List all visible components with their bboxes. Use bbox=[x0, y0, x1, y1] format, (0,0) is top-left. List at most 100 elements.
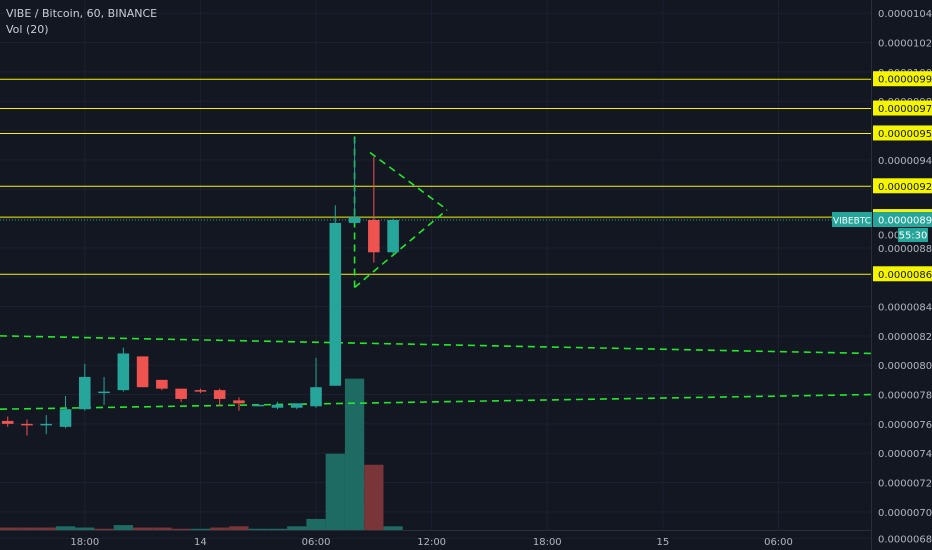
candle-body bbox=[175, 388, 187, 399]
time-axis-label: 06:00 bbox=[302, 537, 331, 548]
candle-body bbox=[252, 404, 264, 407]
horizontal-line-tag-label: 0.00000995 bbox=[878, 75, 932, 86]
horizontal-line-tag: 0.00000995 bbox=[873, 71, 932, 87]
candle-body bbox=[98, 391, 110, 394]
candlesticks bbox=[1, 137, 399, 436]
candle-body bbox=[233, 400, 245, 404]
horizontal-line-tag-bg bbox=[873, 125, 932, 141]
horizontal-line-tag-bg bbox=[873, 71, 932, 87]
trend-line-upper-channel[interactable] bbox=[0, 335, 872, 355]
candle bbox=[175, 388, 187, 402]
volume-bar bbox=[17, 527, 37, 530]
candle-body bbox=[194, 390, 207, 392]
volume-bar bbox=[132, 527, 153, 530]
horizontal-line-tag-label: 0.00000958 bbox=[878, 129, 932, 140]
time-axis[interactable]: 18:00 14 06:00 12:00 18:00 15 06:00 bbox=[70, 537, 793, 548]
time-axis-label: 18:00 bbox=[70, 537, 99, 548]
time-axis-label: 15 bbox=[657, 537, 670, 548]
volume-bar bbox=[190, 528, 211, 530]
volume-bar bbox=[306, 518, 326, 530]
volume-indicator-label[interactable]: Vol (20) bbox=[6, 23, 49, 36]
candle-body bbox=[156, 379, 168, 389]
candle bbox=[213, 388, 226, 407]
symbol-tag-label: VIBEBTC bbox=[833, 217, 871, 227]
volume-bar bbox=[344, 378, 365, 530]
volume-bar bbox=[55, 526, 76, 530]
candle-body bbox=[21, 423, 33, 426]
horizontal-line-tag-bg bbox=[873, 100, 932, 116]
candle bbox=[252, 404, 264, 407]
candle bbox=[368, 156, 380, 263]
time-axis-label: 18:00 bbox=[533, 537, 562, 548]
candle-body bbox=[117, 353, 130, 391]
horizontal-line-tag: 0.00000922 bbox=[873, 178, 932, 194]
candle bbox=[59, 396, 72, 429]
candle-body bbox=[368, 220, 380, 253]
time-axis-label: 14 bbox=[194, 537, 207, 548]
candle bbox=[194, 388, 207, 394]
candle-body bbox=[1, 420, 14, 424]
trend-line-triangle-top[interactable] bbox=[369, 151, 448, 211]
volume-bar bbox=[229, 526, 249, 530]
candle bbox=[117, 347, 130, 392]
symbol-tag-bg bbox=[832, 212, 872, 227]
horizontal-line-tag-label: 0.00000862 bbox=[878, 270, 932, 281]
chart-legend: VIBE / Bitcoin, 60, BINANCE Vol (20) bbox=[6, 6, 157, 38]
time-axis-label: 12:00 bbox=[417, 537, 446, 548]
candle-body bbox=[290, 403, 303, 408]
volume-bars bbox=[0, 378, 403, 530]
price-value-label: 0.00000899 bbox=[878, 216, 932, 227]
horizontal-line-tag-bg bbox=[873, 266, 932, 282]
candle bbox=[21, 419, 33, 436]
volume-bar bbox=[152, 527, 172, 530]
candle-body bbox=[348, 217, 361, 223]
volume-bar bbox=[94, 528, 114, 530]
candle bbox=[156, 379, 168, 391]
horizontal-line-tag-label: 0.00000975 bbox=[878, 104, 932, 115]
candle bbox=[329, 205, 342, 386]
volume-bar bbox=[248, 528, 268, 530]
candle bbox=[387, 218, 399, 254]
candle-body bbox=[40, 423, 53, 426]
time-axis-label: 06:00 bbox=[764, 537, 793, 548]
trend-line-triangle-bottom[interactable] bbox=[354, 209, 448, 289]
candle bbox=[310, 357, 322, 408]
candle bbox=[136, 356, 149, 388]
horizontal-line-tag-label: 0.00000922 bbox=[878, 182, 932, 193]
countdown-price-prefix: 0.000 bbox=[878, 231, 907, 242]
volume-bar bbox=[325, 453, 345, 530]
candle-body bbox=[271, 404, 284, 408]
candle-body bbox=[387, 220, 399, 253]
horizontal-lines[interactable] bbox=[0, 78, 871, 275]
volume-bar bbox=[113, 525, 133, 530]
candle bbox=[290, 403, 303, 410]
candle bbox=[40, 415, 53, 435]
candle bbox=[233, 397, 245, 411]
volume-bar bbox=[36, 527, 56, 530]
candle-body bbox=[310, 387, 322, 407]
volume-bar bbox=[287, 526, 307, 530]
candle-body bbox=[213, 390, 226, 399]
trend-line-lower-channel[interactable] bbox=[0, 393, 872, 410]
price-axis-label: 0.00000682 bbox=[878, 534, 932, 545]
volume-bar bbox=[75, 527, 95, 530]
horizontal-line-tag: 0.00000958 bbox=[873, 125, 932, 141]
countdown-label: 55:30 bbox=[899, 231, 928, 242]
horizontal-line-tag: 0.00000975 bbox=[873, 100, 932, 116]
symbol-title[interactable]: VIBE / Bitcoin, 60, BINANCE bbox=[6, 7, 158, 20]
price-value-tag-bg bbox=[873, 212, 932, 227]
candle bbox=[79, 363, 91, 411]
volume-bar bbox=[0, 527, 18, 530]
